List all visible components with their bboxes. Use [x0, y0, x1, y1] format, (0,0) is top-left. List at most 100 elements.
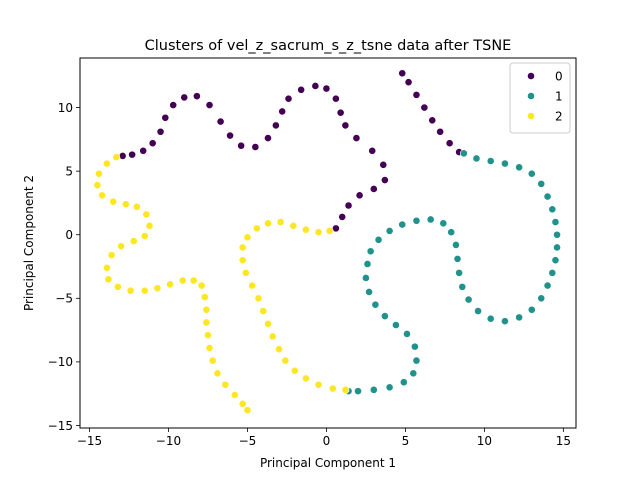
cluster-2-point — [132, 202, 141, 211]
cluster-1-point — [366, 247, 375, 256]
y-tick-label: −10 — [48, 355, 73, 369]
legend-label-0: 0 — [555, 70, 563, 84]
cluster-1-point — [515, 163, 524, 172]
cluster-1-point — [363, 260, 372, 268]
cluster-1-point — [527, 305, 536, 314]
cluster-1-point — [472, 154, 481, 163]
cluster-0-point — [128, 150, 137, 159]
cluster-2-point — [275, 345, 283, 354]
cluster-2-point — [301, 374, 310, 383]
x-tick-label: −5 — [239, 434, 257, 448]
cluster-1-point — [486, 314, 495, 323]
cluster-1-point — [398, 220, 407, 229]
cluster-2-point — [208, 356, 217, 365]
cluster-1-point — [399, 378, 408, 387]
cluster-2-point — [153, 284, 162, 293]
cluster-0-point — [271, 121, 280, 130]
cluster-1-point — [474, 307, 482, 315]
cluster-0-point — [251, 143, 260, 151]
legend-label-1: 1 — [555, 90, 563, 104]
cluster-2-point — [301, 225, 310, 234]
cluster-0-point — [331, 94, 340, 103]
cluster-0-point — [216, 117, 225, 126]
cluster-2-point — [197, 281, 206, 290]
points-layer — [93, 69, 561, 415]
cluster-0-point — [264, 134, 272, 142]
cluster-2-point — [204, 331, 212, 340]
cluster-2-point — [264, 319, 272, 328]
cluster-1-point — [548, 268, 557, 277]
x-tick-label: −15 — [77, 434, 102, 448]
cluster-2-point — [140, 286, 149, 295]
cluster-0-point — [226, 131, 234, 140]
y-tick-label: 0 — [65, 228, 73, 242]
cluster-2-point — [114, 282, 122, 291]
cluster-0-point — [380, 176, 389, 184]
cluster-2-point — [259, 307, 268, 315]
cluster-1-point — [354, 387, 362, 396]
cluster-0-point — [278, 107, 287, 116]
cluster-1-point — [452, 241, 460, 249]
x-tick-label: 15 — [556, 434, 571, 448]
cluster-1-point — [410, 342, 419, 351]
cluster-2-point — [243, 233, 252, 242]
cluster-2-point — [221, 380, 230, 389]
cluster-1-point — [501, 317, 509, 326]
cluster-1-point — [548, 205, 557, 214]
cluster-0-point — [404, 78, 413, 87]
cluster-2-point — [243, 406, 252, 415]
cluster-2-point — [241, 268, 250, 277]
cluster-2-point — [93, 181, 102, 190]
cluster-1-point — [553, 230, 561, 239]
y-tick-label: −5 — [55, 292, 73, 306]
cluster-2-point — [142, 210, 151, 219]
cluster-0-point — [237, 141, 246, 150]
cluster-2-point — [202, 305, 211, 314]
cluster-1-point — [447, 228, 456, 237]
cluster-2-point — [102, 263, 111, 272]
cluster-0-point — [369, 185, 378, 193]
cluster-2-point — [248, 281, 257, 290]
cluster-2-point — [264, 219, 272, 228]
cluster-1-point — [403, 330, 411, 338]
cluster-0-point — [379, 160, 388, 169]
cluster-2-point — [126, 286, 135, 295]
legend-marker-0 — [527, 72, 535, 80]
cluster-2-point — [112, 153, 121, 162]
x-tick-label: 5 — [402, 434, 410, 448]
cluster-0-point — [297, 85, 306, 94]
cluster-0-point — [344, 201, 353, 210]
cluster-1-point — [392, 321, 400, 329]
cluster-2-point — [121, 200, 130, 209]
legend-box — [509, 62, 571, 134]
cluster-1-point — [553, 243, 561, 252]
cluster-1-point — [412, 216, 421, 225]
cluster-2-point — [140, 232, 149, 240]
cluster-2-point — [104, 275, 113, 284]
x-tick-label: 0 — [323, 434, 331, 448]
cluster-0-point — [368, 146, 377, 155]
cluster-1-point — [439, 219, 448, 228]
cluster-2-point — [200, 293, 209, 301]
cluster-0-point — [322, 84, 331, 93]
cluster-2-point — [95, 169, 103, 178]
cluster-2-point — [341, 385, 350, 394]
cluster-1-point — [374, 235, 383, 244]
cluster-1-point — [385, 383, 394, 392]
cluster-0-point — [445, 139, 454, 148]
cluster-0-point — [352, 134, 361, 142]
cluster-0-point — [180, 93, 189, 102]
x-axis-ticks: −15 −10 −5 0 5 10 15 — [77, 428, 571, 448]
cluster-2-point — [129, 237, 138, 245]
cluster-2-point — [289, 221, 298, 230]
y-axis-label: Principal Component 2 — [22, 175, 36, 311]
cluster-2-point — [290, 366, 299, 375]
cluster-0-point — [161, 113, 170, 122]
cluster-1-point — [543, 192, 552, 201]
cluster-2-point — [189, 276, 198, 285]
cluster-0-point — [311, 82, 320, 90]
cluster-2-point — [98, 191, 107, 200]
cluster-2-point — [268, 332, 277, 341]
